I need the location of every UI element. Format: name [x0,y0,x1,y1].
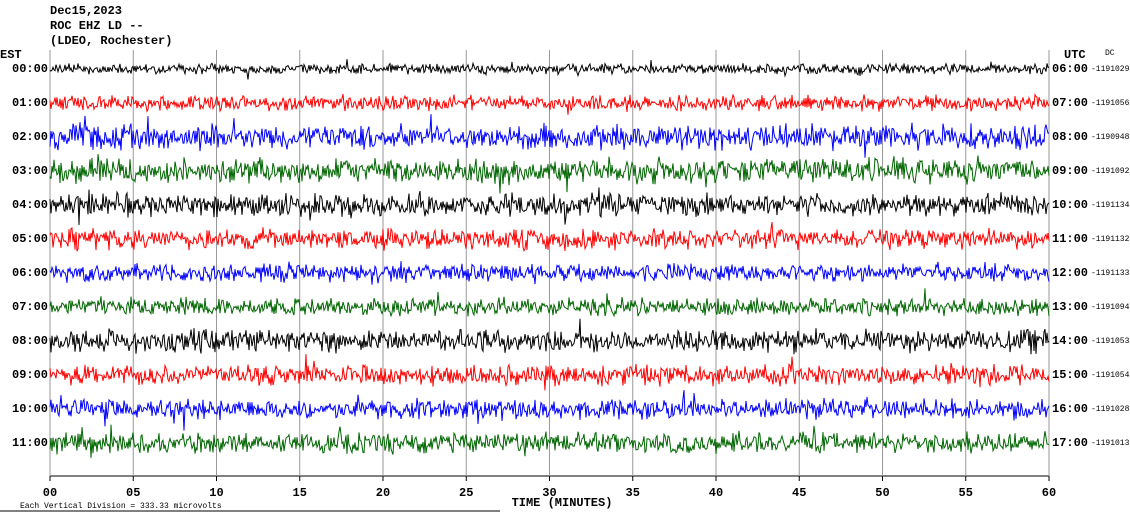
utc-label: 17:00 [1052,436,1088,450]
x-tick-label: 10 [209,486,223,500]
utc-label: 10:00 [1052,198,1088,212]
right-axis-title: UTC [1064,48,1086,62]
footnote: Each Vertical Division = 333.33 microvol… [20,502,222,511]
count-label: -1191054 [1091,371,1130,380]
trace [49,318,1050,355]
count-label: -1191056 [1091,99,1130,108]
trace [49,354,1050,391]
trace [49,222,1050,252]
station-name: (LDEO, Rochester) [50,34,172,48]
left-axis-title: EST [0,48,22,62]
utc-label: 09:00 [1052,164,1088,178]
station-code: ROC EHZ LD -- [50,19,144,33]
est-label: 03:00 [12,164,48,178]
x-tick-label: 35 [626,486,640,500]
est-label: 00:00 [12,62,48,76]
count-label: -1191133 [1091,269,1130,278]
utc-label: 06:00 [1052,62,1088,76]
x-tick-label: 00 [43,486,57,500]
x-tick-label: 30 [542,486,556,500]
utc-label: 07:00 [1052,96,1088,110]
utc-label: 13:00 [1052,300,1088,314]
utc-label: 12:00 [1052,266,1088,280]
utc-label: 15:00 [1052,368,1088,382]
x-tick-label: 20 [376,486,390,500]
trace [49,187,1050,226]
x-tick-label: 60 [1042,486,1056,500]
x-tick-label: 55 [959,486,973,500]
x-tick-label: 15 [293,486,307,500]
count-label: -1191132 [1091,235,1130,244]
count-label: -1191028 [1091,405,1130,414]
est-label: 07:00 [12,300,48,314]
trace [49,59,1050,80]
trace [49,93,1050,115]
x-tick-label: 45 [792,486,806,500]
trace [49,288,1050,318]
x-tick-label: 25 [459,486,473,500]
trace [49,154,1050,194]
x-tick-label: 05 [126,486,140,500]
count-label: -1191134 [1091,201,1130,210]
count-label: -1190948 [1091,133,1130,142]
chart-title: Dec15,2023 [50,4,122,18]
utc-label: 14:00 [1052,334,1088,348]
count-label: -1191094 [1091,303,1130,312]
trace [49,424,1050,458]
x-axis-title: TIME (MINUTES) [512,496,613,510]
x-tick-label: 40 [709,486,723,500]
count-label: -1191029 [1091,65,1130,74]
trace [49,390,1050,431]
est-label: 11:00 [12,436,48,450]
est-label: 01:00 [12,96,48,110]
count-label: -1191013 [1091,439,1130,448]
est-label: 10:00 [12,402,48,416]
right-axis-note: DC [1105,49,1115,58]
utc-label: 16:00 [1052,402,1088,416]
est-label: 08:00 [12,334,48,348]
trace [49,261,1050,285]
count-label: -1191053 [1091,337,1130,346]
utc-label: 08:00 [1052,130,1088,144]
est-label: 02:00 [12,130,48,144]
trace [49,114,1050,158]
x-tick-label: 50 [875,486,889,500]
est-label: 06:00 [12,266,48,280]
est-label: 05:00 [12,232,48,246]
est-label: 09:00 [12,368,48,382]
est-label: 04:00 [12,198,48,212]
utc-label: 11:00 [1052,232,1088,246]
count-label: -1191092 [1091,167,1130,176]
